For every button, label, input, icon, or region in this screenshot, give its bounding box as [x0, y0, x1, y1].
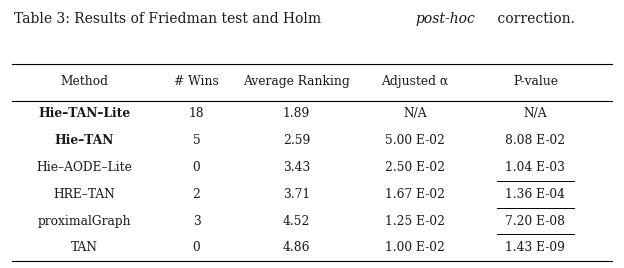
Text: Adjusted α: Adjusted α — [381, 75, 449, 88]
Text: 1.89: 1.89 — [283, 107, 310, 120]
Text: Method: Method — [61, 75, 108, 88]
Text: HRE–TAN: HRE–TAN — [53, 188, 115, 201]
Text: Hie–TAN: Hie–TAN — [54, 134, 114, 147]
Text: post-hoc: post-hoc — [416, 12, 475, 26]
Text: 5.00 E-02: 5.00 E-02 — [385, 134, 445, 147]
Text: 2.59: 2.59 — [283, 134, 310, 147]
Text: 3: 3 — [193, 215, 200, 228]
Text: 18: 18 — [188, 107, 205, 120]
Text: 3.43: 3.43 — [283, 161, 310, 174]
Text: Hie–TAN–Lite: Hie–TAN–Lite — [38, 107, 130, 120]
Text: 1.43 E-09: 1.43 E-09 — [505, 241, 565, 254]
Text: 1.04 E-03: 1.04 E-03 — [505, 161, 565, 174]
Text: Hie–AODE–Lite: Hie–AODE–Lite — [36, 161, 132, 174]
Text: 4.86: 4.86 — [283, 241, 310, 254]
Text: proximalGraph: proximalGraph — [37, 215, 131, 228]
Text: 1.25 E-02: 1.25 E-02 — [385, 215, 445, 228]
Text: P-value: P-value — [513, 75, 558, 88]
Text: 1.00 E-02: 1.00 E-02 — [385, 241, 445, 254]
Text: correction.: correction. — [493, 12, 575, 26]
Text: 5: 5 — [193, 134, 200, 147]
Text: 0: 0 — [193, 241, 200, 254]
Text: 2: 2 — [193, 188, 200, 201]
Text: 4.52: 4.52 — [283, 215, 310, 228]
Text: 0: 0 — [193, 161, 200, 174]
Text: Table 3: Results of Friedman test and Holm: Table 3: Results of Friedman test and Ho… — [14, 12, 325, 26]
Text: 1.36 E-04: 1.36 E-04 — [505, 188, 565, 201]
Text: 1.67 E-02: 1.67 E-02 — [385, 188, 445, 201]
Text: # Wins: # Wins — [174, 75, 219, 88]
Text: N/A: N/A — [524, 107, 547, 120]
Text: N/A: N/A — [403, 107, 427, 120]
Text: 3.71: 3.71 — [283, 188, 310, 201]
Text: 7.20 E-08: 7.20 E-08 — [505, 215, 565, 228]
Text: Average Ranking: Average Ranking — [243, 75, 350, 88]
Text: 8.08 E-02: 8.08 E-02 — [505, 134, 565, 147]
Text: 2.50 E-02: 2.50 E-02 — [385, 161, 445, 174]
Text: TAN: TAN — [71, 241, 98, 254]
